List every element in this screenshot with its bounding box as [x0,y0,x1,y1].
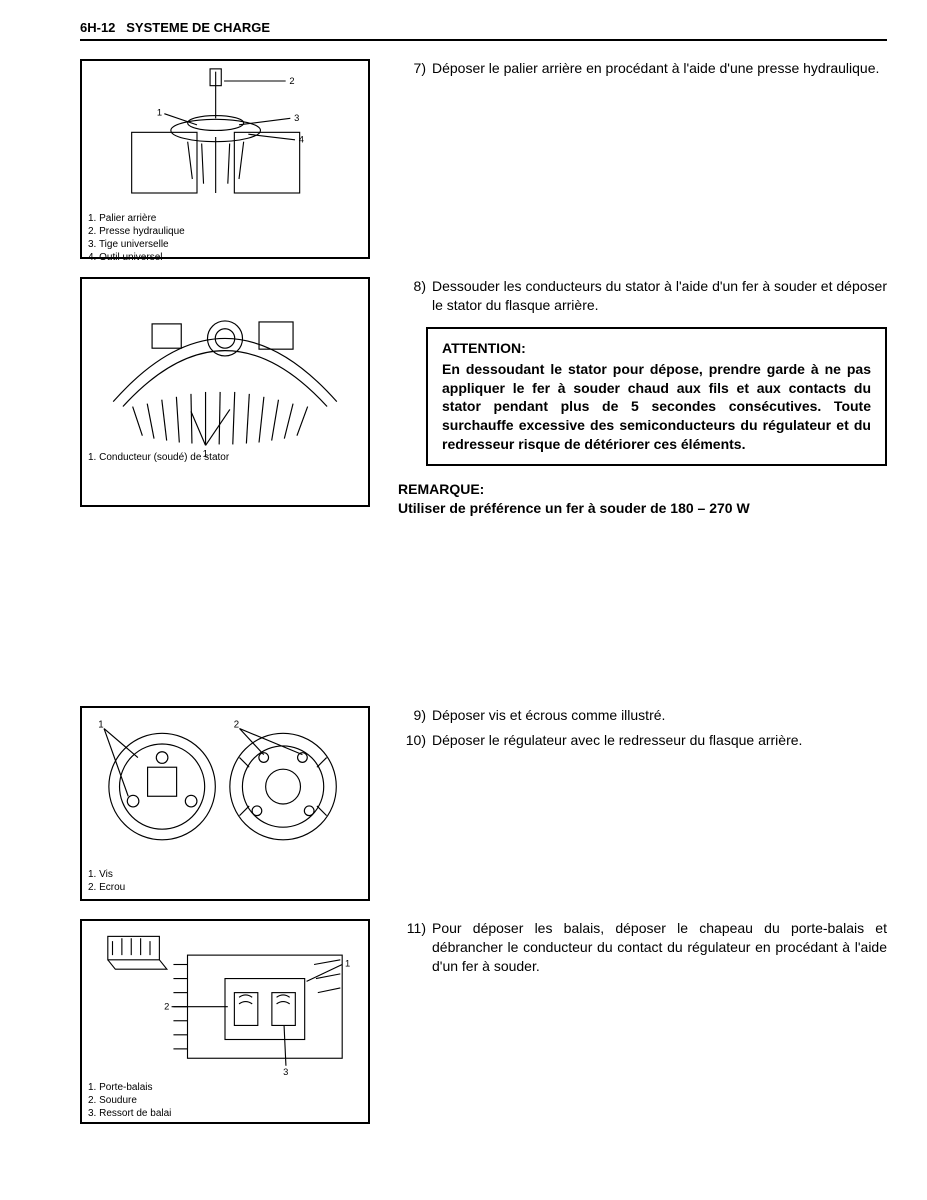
svg-text:1: 1 [98,719,103,730]
figure-1-illustration: 1 2 3 4 [88,67,362,207]
step-10: 10) Déposer le régulateur avec le redres… [398,731,887,750]
step-8-text: Dessouder les conducteurs du stator à l'… [432,277,887,315]
step-9-text: Déposer vis et écrous comme illustré. [432,706,887,725]
header-rule [80,39,887,41]
step-9-10-text-col: 9) Déposer vis et écrous comme illustré.… [398,706,887,756]
row-step-11: 1 2 3 1. Porte-balais 2. Soudure 3. Ress… [80,919,887,1124]
figure-3-box: 1 2 1. Vis 2. Ecrou [80,706,370,901]
remark-body: Utiliser de préférence un fer à souder d… [398,499,887,518]
step-8: 8) Dessouder les conducteurs du stator à… [398,277,887,315]
figure-1-box: 1 2 3 4 1. Palier arrière 2. Presse hydr… [80,59,370,259]
figure-4-illustration: 1 2 3 [88,927,362,1077]
figure-3-illustration: 1 2 [88,714,362,864]
page: 6H-12 SYSTEME DE CHARGE [0,0,927,1182]
figure-3-col: 1 2 1. Vis 2. Ecrou [80,706,370,901]
step-8-text-col: 8) Dessouder les conducteurs du stator à… [398,277,887,518]
vertical-gap [80,536,887,706]
svg-text:3: 3 [294,113,299,123]
figure-2-col: 1 1. Conducteur (soudé) de stator [80,277,370,507]
row-step-7: 1 2 3 4 1. Palier arrière 2. Presse hydr… [80,59,887,259]
figure-1-legend-1: 1. Palier arrière [88,212,362,225]
figure-4-legend-2: 2. Soudure [88,1094,362,1107]
step-8-num: 8) [398,277,432,296]
step-9-num: 9) [398,706,432,725]
figure-2-box: 1 1. Conducteur (soudé) de stator [80,277,370,507]
svg-text:1: 1 [345,958,350,968]
step-9: 9) Déposer vis et écrous comme illustré. [398,706,887,725]
step-10-num: 10) [398,731,432,750]
step-11-num: 11) [398,919,432,938]
svg-text:2: 2 [289,76,294,86]
svg-text:3: 3 [283,1067,288,1077]
figure-1-legend-2: 2. Presse hydraulique [88,225,362,238]
step-11: 11) Pour déposer les balais, déposer le … [398,919,887,976]
figure-4-box: 1 2 3 1. Porte-balais 2. Soudure 3. Ress… [80,919,370,1124]
figure-3-legend-2: 2. Ecrou [88,881,362,894]
figure-4-legend: 1. Porte-balais 2. Soudure 3. Ressort de… [88,1081,362,1120]
attention-box: ATTENTION: En dessoudant le stator pour … [426,327,887,466]
figure-3-legend-1: 1. Vis [88,868,362,881]
attention-body: En dessoudant le stator pour dépose, pre… [442,360,871,454]
figure-1-legend: 1. Palier arrière 2. Presse hydraulique … [88,212,362,264]
svg-text:2: 2 [164,1001,169,1011]
step-7-num: 7) [398,59,432,78]
step-7-text-col: 7) Déposer le palier arrière en procédan… [398,59,887,84]
figure-1-legend-3: 3. Tige universelle [88,238,362,251]
svg-text:4: 4 [299,135,304,145]
row-step-8: 1 1. Conducteur (soudé) de stator 8) Des… [80,277,887,518]
step-11-text-col: 11) Pour déposer les balais, déposer le … [398,919,887,982]
figure-4-col: 1 2 3 1. Porte-balais 2. Soudure 3. Ress… [80,919,370,1124]
figure-1-col: 1 2 3 4 1. Palier arrière 2. Presse hydr… [80,59,370,259]
section-title: SYSTEME DE CHARGE [126,20,270,35]
figure-4-legend-1: 1. Porte-balais [88,1081,362,1094]
svg-text:2: 2 [234,719,239,730]
step-7-text: Déposer le palier arrière en procédant à… [432,59,887,78]
remark-title: REMARQUE: [398,480,887,499]
figure-3-legend: 1. Vis 2. Ecrou [88,868,362,894]
step-10-text: Déposer le régulateur avec le redresseur… [432,731,887,750]
step-7: 7) Déposer le palier arrière en procédan… [398,59,887,78]
row-step-9-10: 1 2 1. Vis 2. Ecrou 9) Déposer vis et éc… [80,706,887,901]
page-ref: 6H-12 [80,20,115,35]
page-header: 6H-12 SYSTEME DE CHARGE [80,20,887,35]
step-11-text: Pour déposer les balais, déposer le chap… [432,919,887,976]
figure-1-legend-4: 4. Outil universel [88,251,362,264]
figure-2-illustration: 1 [88,285,362,460]
figure-4-legend-3: 3. Ressort de balai [88,1107,362,1120]
attention-title: ATTENTION: [442,339,871,358]
svg-text:1: 1 [157,108,162,118]
remark-block: REMARQUE: Utiliser de préférence un fer … [398,480,887,518]
